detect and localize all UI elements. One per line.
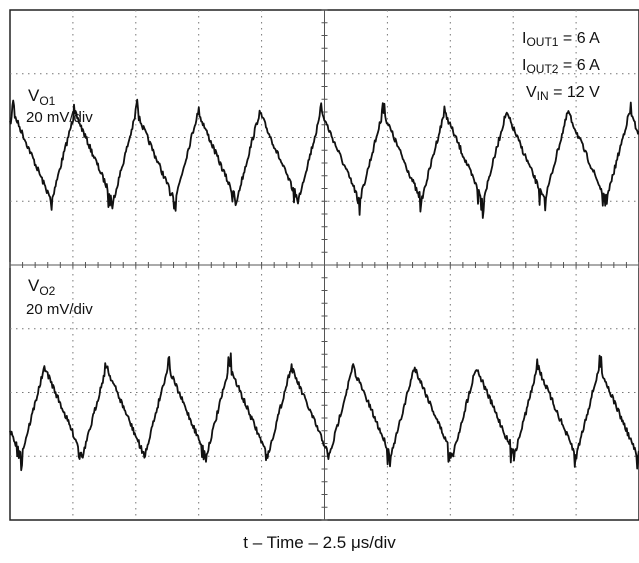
annotation-iout2: IOUT2 = 6 A [522,57,600,76]
channel-1-scale: 20 mV/div [26,109,93,126]
grid [10,10,639,520]
channel-2-label: VO2 [28,276,56,298]
annotation-vin: VIN = 12 V [526,84,600,103]
channel-2-scale: 20 mV/div [26,301,93,318]
channel-1-label: VO1 [28,86,56,108]
x-axis-label: t – Time – 2.5 μs/div [0,533,639,553]
annotation-iout1: IOUT1 = 6 A [522,30,600,49]
